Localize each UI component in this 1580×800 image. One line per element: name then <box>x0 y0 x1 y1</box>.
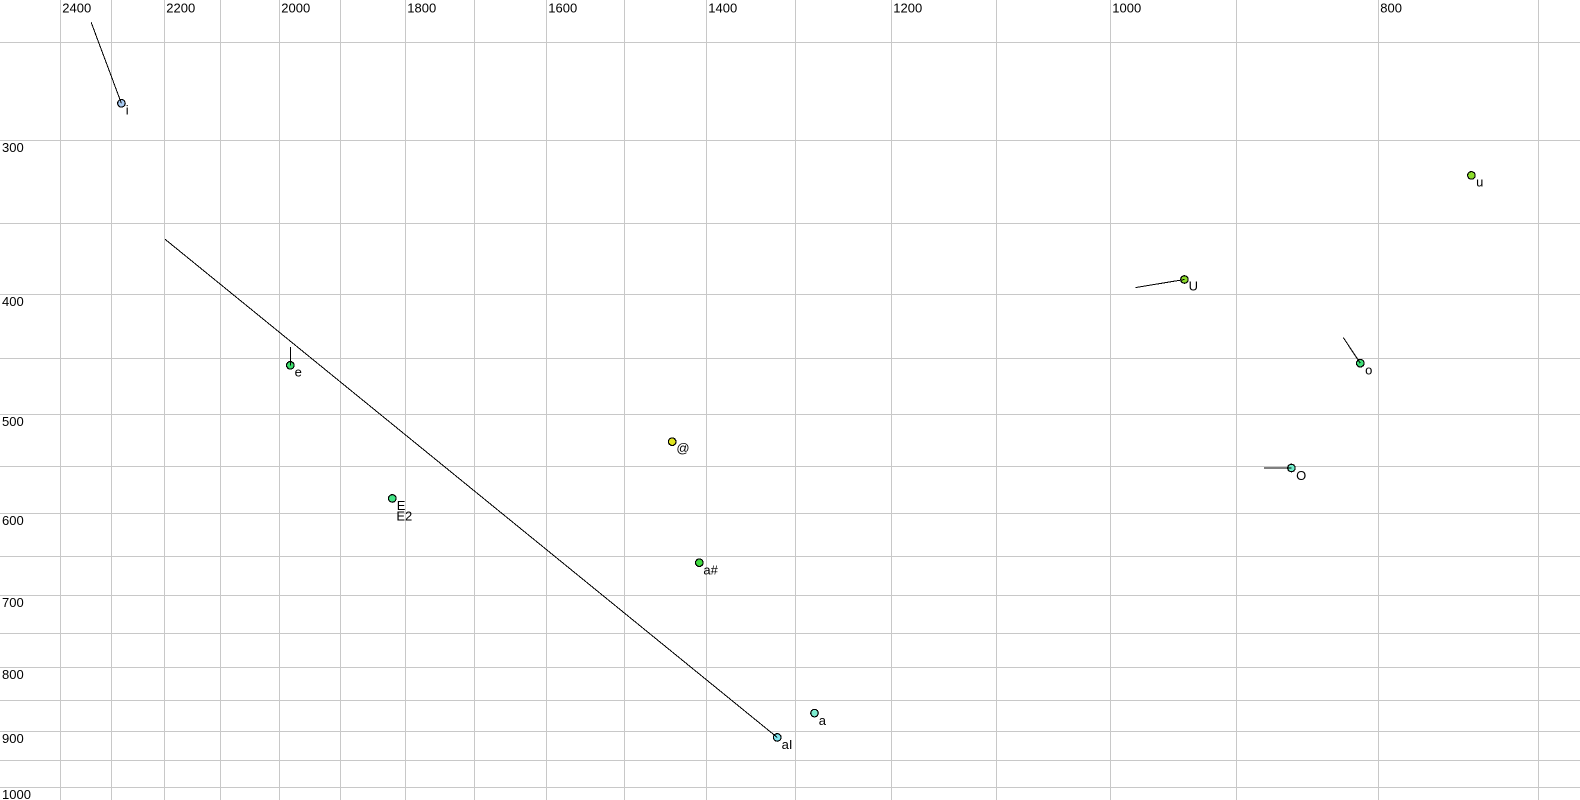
svg-text:900: 900 <box>2 731 24 746</box>
svg-text:a: a <box>819 713 827 728</box>
svg-text:O: O <box>1296 468 1306 483</box>
svg-text:2000: 2000 <box>281 0 310 15</box>
svg-text:600: 600 <box>2 513 24 528</box>
svg-text:i: i <box>126 103 129 118</box>
svg-text:1200: 1200 <box>893 0 922 15</box>
svg-text:E2: E2 <box>396 508 412 523</box>
svg-text:1800: 1800 <box>407 0 436 15</box>
svg-text:o: o <box>1365 363 1372 378</box>
svg-text:800: 800 <box>1380 0 1402 15</box>
svg-text:700: 700 <box>2 595 24 610</box>
svg-text:2200: 2200 <box>166 0 195 15</box>
svg-text:aI: aI <box>782 737 793 752</box>
svg-text:300: 300 <box>2 140 24 155</box>
svg-text:500: 500 <box>2 414 24 429</box>
svg-text:a#: a# <box>703 563 718 578</box>
svg-text:@: @ <box>676 441 689 456</box>
svg-text:400: 400 <box>2 294 24 309</box>
svg-text:2400: 2400 <box>62 0 91 15</box>
svg-text:1000: 1000 <box>1112 0 1141 15</box>
svg-text:1400: 1400 <box>708 0 737 15</box>
svg-text:E: E <box>397 498 406 513</box>
svg-text:800: 800 <box>2 667 24 682</box>
svg-text:e: e <box>295 364 302 379</box>
svg-text:1000: 1000 <box>2 787 31 800</box>
svg-text:1600: 1600 <box>548 0 577 15</box>
svg-text:U: U <box>1189 278 1198 293</box>
svg-text:u: u <box>1476 175 1483 190</box>
